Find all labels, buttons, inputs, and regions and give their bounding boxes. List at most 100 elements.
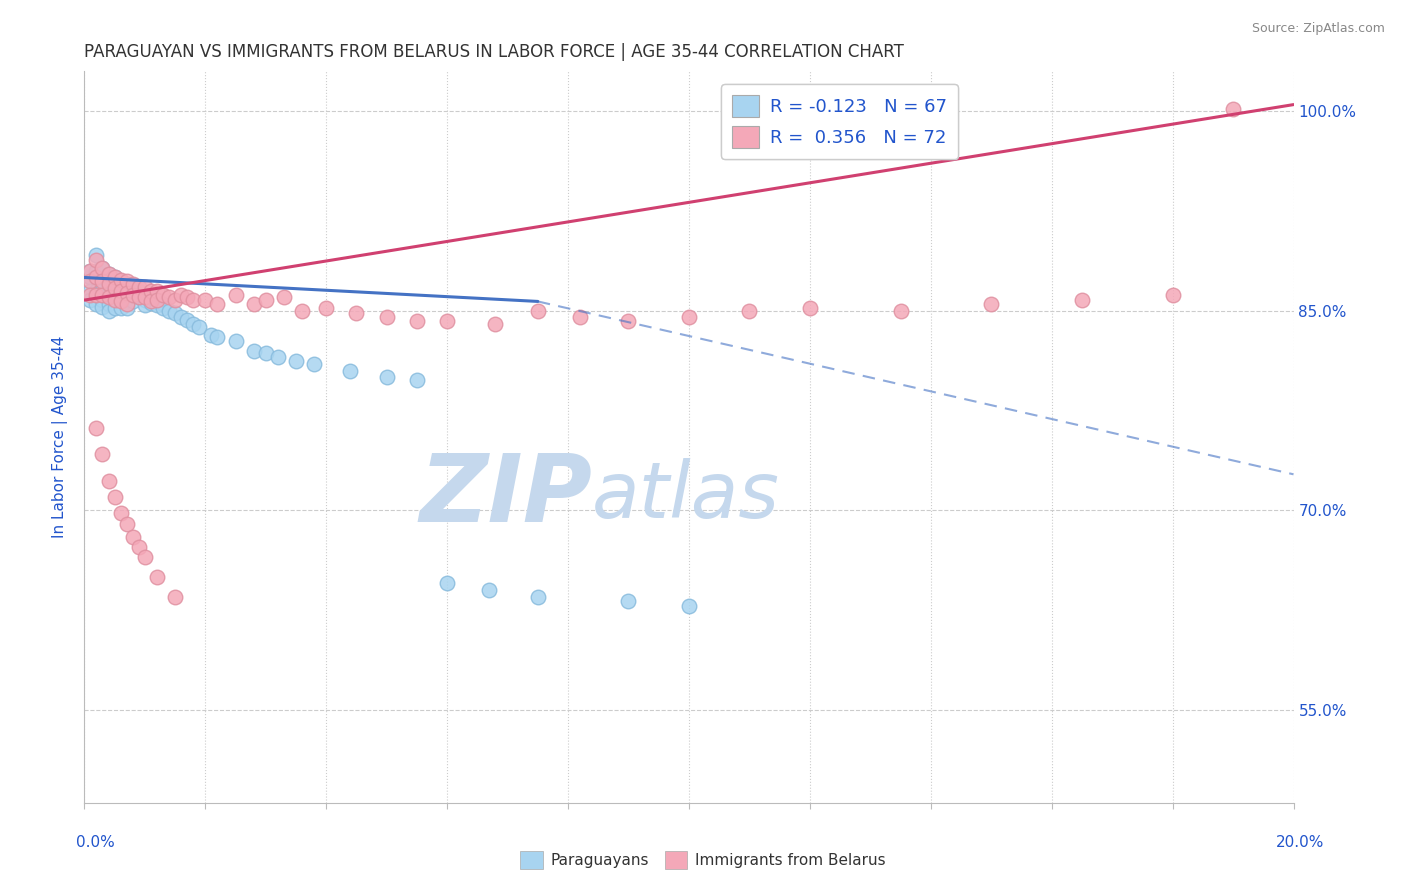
Point xyxy=(128,290,150,304)
Point xyxy=(273,290,295,304)
Point xyxy=(86,297,108,311)
Point xyxy=(890,303,912,318)
Point xyxy=(207,330,229,344)
Point xyxy=(738,303,761,318)
Point xyxy=(181,293,204,307)
Point xyxy=(302,357,325,371)
Point xyxy=(86,421,108,435)
Point xyxy=(110,506,132,520)
Point xyxy=(436,314,458,328)
Point xyxy=(104,490,127,504)
Point xyxy=(139,284,162,298)
Point xyxy=(97,277,120,292)
Point xyxy=(128,290,150,304)
Point xyxy=(104,270,127,285)
Point xyxy=(104,293,127,307)
Point xyxy=(110,294,132,309)
Point xyxy=(121,294,143,309)
Point xyxy=(406,373,429,387)
Text: atlas: atlas xyxy=(592,458,780,533)
Point xyxy=(91,284,114,298)
Point xyxy=(97,290,120,304)
Point xyxy=(121,287,143,301)
Point xyxy=(165,293,187,307)
Point xyxy=(165,590,187,604)
Point xyxy=(139,294,162,309)
Point xyxy=(110,293,132,307)
Point xyxy=(139,295,162,310)
Point xyxy=(225,287,247,301)
Point xyxy=(1222,102,1244,116)
Point xyxy=(146,293,169,307)
Point xyxy=(1071,293,1094,307)
Point xyxy=(86,264,108,278)
Point xyxy=(128,280,150,294)
Text: ZIP: ZIP xyxy=(419,450,592,541)
Point xyxy=(170,310,193,325)
Point xyxy=(110,284,132,298)
Point xyxy=(617,314,640,328)
Point xyxy=(79,264,101,278)
Point xyxy=(484,317,506,331)
Point xyxy=(86,287,108,301)
Point xyxy=(91,261,114,276)
Point xyxy=(91,447,114,461)
Point xyxy=(97,474,120,488)
Point xyxy=(97,297,120,311)
Point xyxy=(110,301,132,315)
Point xyxy=(91,277,114,292)
Point xyxy=(146,298,169,312)
Point xyxy=(91,261,114,276)
Point xyxy=(527,590,550,604)
Point xyxy=(79,275,101,289)
Point xyxy=(678,310,700,325)
Point xyxy=(97,267,120,281)
Point xyxy=(188,319,211,334)
Point xyxy=(207,297,229,311)
Point xyxy=(97,267,120,281)
Point xyxy=(225,334,247,349)
Point xyxy=(254,346,277,360)
Point xyxy=(115,286,138,301)
Point xyxy=(200,327,222,342)
Point xyxy=(176,290,198,304)
Point xyxy=(146,284,169,298)
Point xyxy=(91,287,114,301)
Point xyxy=(165,306,187,320)
Point xyxy=(139,290,162,304)
Point xyxy=(79,293,101,307)
Point xyxy=(86,270,108,285)
Point xyxy=(254,293,277,307)
Point xyxy=(146,570,169,584)
Y-axis label: In Labor Force | Age 35-44: In Labor Force | Age 35-44 xyxy=(52,336,69,538)
Point xyxy=(115,297,138,311)
Point xyxy=(128,541,150,555)
Point xyxy=(242,297,264,311)
Point xyxy=(104,280,127,294)
Point xyxy=(346,306,368,320)
Point xyxy=(121,530,143,544)
Point xyxy=(678,599,700,613)
Point xyxy=(91,293,114,307)
Point xyxy=(134,298,156,312)
Point xyxy=(152,301,174,315)
Point xyxy=(79,270,101,285)
Point xyxy=(104,287,127,301)
Point xyxy=(152,287,174,301)
Point xyxy=(194,293,217,307)
Point xyxy=(79,264,101,278)
Point xyxy=(97,303,120,318)
Point xyxy=(176,313,198,327)
Text: PARAGUAYAN VS IMMIGRANTS FROM BELARUS IN LABOR FORCE | AGE 35-44 CORRELATION CHA: PARAGUAYAN VS IMMIGRANTS FROM BELARUS IN… xyxy=(84,44,904,62)
Text: Source: ZipAtlas.com: Source: ZipAtlas.com xyxy=(1251,22,1385,36)
Point xyxy=(115,286,138,301)
Point xyxy=(980,297,1002,311)
Point xyxy=(121,280,143,294)
Point xyxy=(134,293,156,307)
Point xyxy=(110,284,132,298)
Point xyxy=(146,293,169,307)
Legend: Paraguayans, Immigrants from Belarus: Paraguayans, Immigrants from Belarus xyxy=(515,845,891,875)
Legend: R = -0.123   N = 67, R =  0.356   N = 72: R = -0.123 N = 67, R = 0.356 N = 72 xyxy=(721,84,957,159)
Point xyxy=(115,275,138,289)
Point xyxy=(86,253,108,268)
